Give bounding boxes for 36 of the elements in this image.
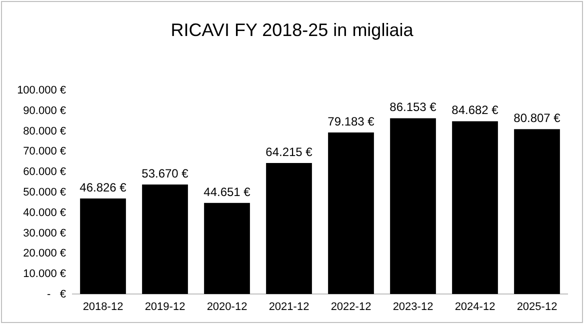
data-label: 53.670 €	[142, 166, 189, 181]
y-tick-label: - €	[47, 288, 66, 301]
data-label: 46.826 €	[80, 180, 127, 194]
data-label: 44.651 €	[204, 184, 251, 199]
x-tick-label: 2025-12	[516, 300, 558, 313]
x-tick-label: 2023-12	[392, 300, 434, 313]
y-tick-label: 40.000 €	[23, 206, 66, 219]
bar	[390, 118, 436, 294]
x-tick-label: 2018-12	[82, 300, 124, 313]
data-label: 80.807 €	[514, 111, 561, 126]
data-label: 86.153 €	[390, 100, 437, 114]
x-tick-label: 2024-12	[454, 300, 496, 313]
data-label: 79.183 €	[328, 114, 375, 128]
x-tick-label: 2021-12	[268, 300, 310, 313]
y-tick-label: 80.000 €	[23, 125, 66, 138]
y-tick-label: 30.000 €	[23, 227, 66, 240]
data-label: 84.682 €	[452, 103, 499, 118]
bar	[328, 132, 374, 294]
y-tick-label: 10.000 €	[23, 268, 66, 280]
y-tick-label: 90.000 €	[23, 104, 66, 117]
bar	[204, 202, 250, 294]
bar	[80, 198, 126, 294]
x-tick-label: 2019-12	[144, 300, 186, 313]
bar	[452, 121, 498, 294]
bar	[514, 129, 560, 294]
y-tick-label: 20.000 €	[23, 248, 66, 260]
x-tick-label: 2020-12	[206, 300, 248, 313]
bar	[266, 163, 312, 294]
y-tick-label: 100.000 €	[17, 84, 66, 97]
y-tick-label: 70.000 €	[23, 146, 66, 158]
bar	[142, 184, 188, 294]
chart-title: RICAVI FY 2018-25 in migliaia	[170, 20, 414, 40]
y-tick-label: 50.000 €	[23, 186, 66, 199]
y-tick-label: 60.000 €	[23, 166, 66, 178]
data-label: 64.215 €	[266, 145, 313, 159]
x-tick-label: 2022-12	[330, 300, 372, 313]
